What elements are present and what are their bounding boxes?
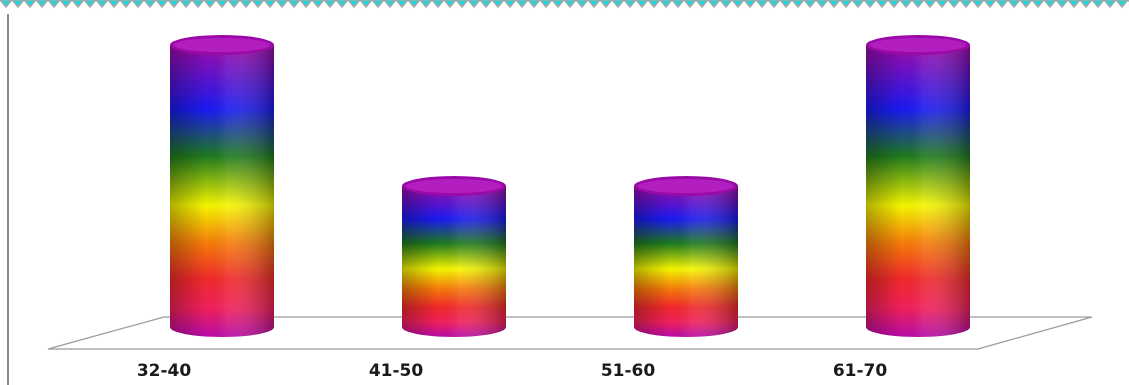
category-label: 51-60 bbox=[601, 361, 656, 381]
bar-51-60 bbox=[634, 176, 738, 337]
category-label: 41-50 bbox=[369, 361, 424, 381]
bar-41-50 bbox=[402, 176, 506, 337]
bar-top-cap-highlight bbox=[638, 179, 734, 193]
bar-top-cap-highlight bbox=[174, 38, 270, 52]
category-labels-group: 32-40 41-50 51-60 61-70 bbox=[137, 361, 888, 381]
bar-32-40 bbox=[170, 35, 274, 337]
bar-top-cap-highlight bbox=[870, 38, 966, 52]
bar-shading bbox=[170, 45, 274, 337]
bar-shading bbox=[866, 45, 970, 337]
bar-shading bbox=[402, 186, 506, 337]
bars-group bbox=[170, 35, 970, 337]
decorative-top-border bbox=[0, 0, 1129, 10]
bar-top-cap-highlight bbox=[406, 179, 502, 193]
category-label: 32-40 bbox=[137, 361, 192, 381]
category-label: 61-70 bbox=[833, 361, 888, 381]
bar-61-70 bbox=[866, 35, 970, 337]
chart-floor bbox=[47, 316, 1093, 350]
bar-shading bbox=[634, 186, 738, 337]
